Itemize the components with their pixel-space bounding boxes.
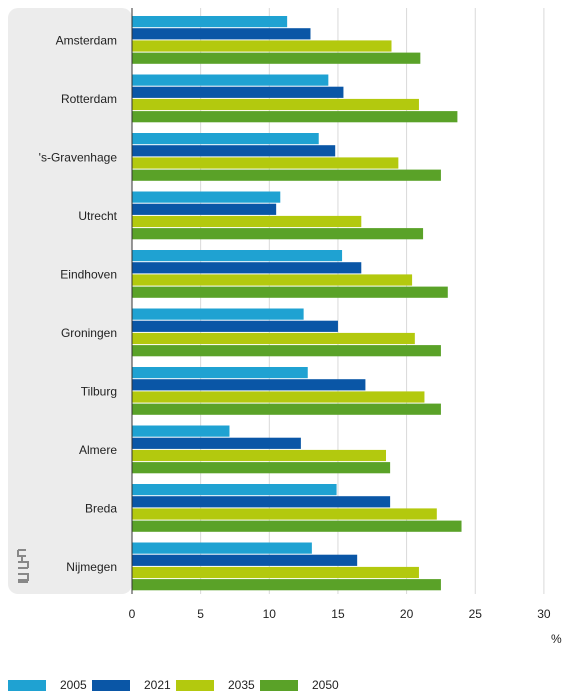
category-label: Groningen xyxy=(61,326,117,340)
bar-2005 xyxy=(132,425,230,437)
x-tick-label: 5 xyxy=(197,607,204,621)
category-label: 's-Gravenhage xyxy=(39,150,118,164)
x-tick-label: 25 xyxy=(469,607,483,621)
legend-swatch xyxy=(176,679,214,691)
category-label: Nijmegen xyxy=(66,560,117,574)
category-label: Utrecht xyxy=(78,209,117,223)
bar-2035 xyxy=(132,274,413,286)
bar-2005 xyxy=(132,191,281,203)
legend: 2005 2021 2035 2050 xyxy=(8,678,344,692)
legend-label: 2050 xyxy=(312,678,339,692)
cbs-logo-icon xyxy=(17,549,29,583)
bar-2005 xyxy=(132,16,288,28)
bar-2035 xyxy=(132,215,362,228)
bar-2050 xyxy=(132,228,424,240)
bar-2005 xyxy=(132,250,343,262)
bar-2050 xyxy=(132,111,458,123)
bar-2021 xyxy=(132,496,391,508)
bar-2005 xyxy=(132,133,319,145)
bar-2050 xyxy=(132,52,421,64)
bar-2005 xyxy=(132,74,329,86)
legend-label: 2021 xyxy=(144,678,171,692)
x-tick-label: 10 xyxy=(263,607,277,621)
bar-2005 xyxy=(132,542,312,554)
x-tick-labels: 0 5 10 15 20 25 30 xyxy=(129,607,551,621)
bar-2035 xyxy=(132,332,415,345)
bar-2035 xyxy=(132,391,425,403)
bar-2005 xyxy=(132,484,337,496)
category-panel xyxy=(8,8,132,594)
legend-swatch xyxy=(260,679,298,691)
bar-2021 xyxy=(132,379,366,391)
x-tick-label: 20 xyxy=(400,607,414,621)
legend-item: 2021 xyxy=(92,678,176,692)
bar-2021 xyxy=(132,262,362,274)
bar-2050 xyxy=(132,403,441,415)
category-label: Almere xyxy=(79,443,117,457)
bar-2050 xyxy=(132,520,462,532)
bar-2021 xyxy=(132,145,336,157)
legend-swatch xyxy=(92,679,130,691)
x-tick-label: 0 xyxy=(129,607,136,621)
bar-2021 xyxy=(132,203,277,215)
category-label: Tilburg xyxy=(81,384,117,398)
bar-2021 xyxy=(132,554,358,566)
bar-2035 xyxy=(132,449,387,462)
category-label: Eindhoven xyxy=(60,267,117,281)
x-tick-label: 30 xyxy=(537,607,551,621)
bar-2035 xyxy=(132,98,419,111)
legend-swatch xyxy=(8,679,46,691)
category-labels: Amsterdam Rotterdam 's-Gravenhage Utrecht Ei… xyxy=(39,33,118,574)
bar-2005 xyxy=(132,308,304,320)
bar-2050 xyxy=(132,286,448,298)
category-label: Breda xyxy=(85,501,117,515)
x-tick-label: 15 xyxy=(331,607,345,621)
bar-2050 xyxy=(132,579,441,591)
bar-2050 xyxy=(132,345,441,357)
category-label: Rotterdam xyxy=(61,92,117,106)
legend-label: 2035 xyxy=(228,678,255,692)
bar-2021 xyxy=(132,28,311,40)
legend-item: 2005 xyxy=(8,678,92,692)
legend-item: 2035 xyxy=(176,678,260,692)
bars xyxy=(132,16,462,591)
bar-2021 xyxy=(132,437,301,449)
bar-2005 xyxy=(132,367,308,379)
bar-2035 xyxy=(132,40,392,52)
x-axis-unit: % xyxy=(551,632,562,646)
bar-2050 xyxy=(132,462,391,474)
bar-2035 xyxy=(132,508,437,520)
bar-2021 xyxy=(132,320,338,332)
bar-2050 xyxy=(132,169,441,181)
bar-2021 xyxy=(132,86,344,98)
legend-label: 2005 xyxy=(60,678,87,692)
category-label: Amsterdam xyxy=(56,33,117,47)
bar-2035 xyxy=(132,566,419,579)
legend-item: 2050 xyxy=(260,678,344,692)
bar-2035 xyxy=(132,157,399,169)
